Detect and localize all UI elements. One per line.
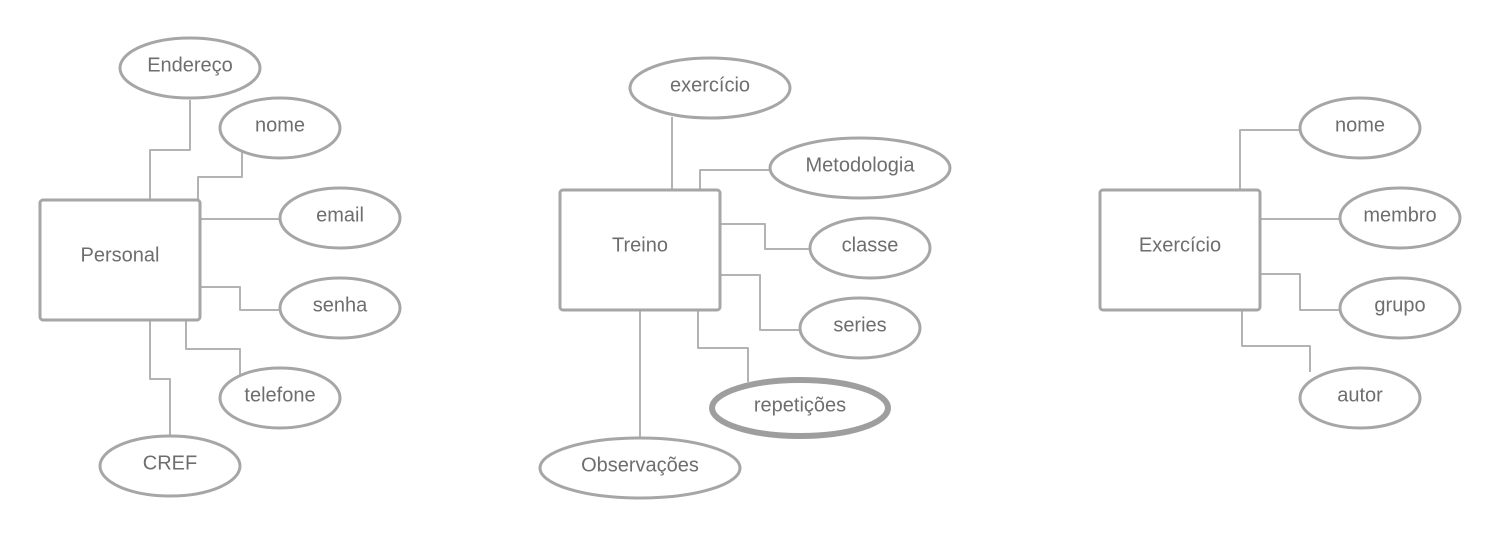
exercicio-connectors (1239, 129, 1340, 372)
attr-personal-email[interactable]: email (278, 186, 402, 250)
entity-treino-box (558, 188, 722, 312)
entity-personal-label: Personal (81, 244, 160, 266)
attr-personal-endereco-label: Endereço (147, 54, 233, 76)
attr-treino-metodologia-shape (768, 136, 952, 200)
attr-exercicio-nome[interactable]: nome (1298, 96, 1422, 160)
edge-treino-classe (720, 223, 812, 250)
attr-personal-senha[interactable]: senha (278, 276, 402, 340)
attr-exercicio-membro-shape (1338, 186, 1462, 250)
attr-treino-series-label: series (833, 314, 886, 336)
edge-personal-endereco (149, 100, 191, 200)
attr-treino-observacoes[interactable]: Observações (538, 436, 742, 500)
entity-treino-label: Treino (612, 234, 668, 256)
attr-treino-observacoes-label: Observações (581, 454, 699, 476)
attr-treino-repeticoes-shape (709, 377, 891, 439)
attr-exercicio-grupo[interactable]: grupo (1338, 276, 1462, 340)
attr-treino-repeticoes-label: repetições (754, 394, 846, 416)
attr-personal-cref-shape (98, 434, 242, 498)
entity-exercicio-box (1098, 188, 1262, 312)
attr-exercicio-membro-label: membro (1363, 204, 1436, 226)
edge-exercicio-nome (1239, 129, 1300, 190)
attr-treino-exercicio-shape (628, 56, 792, 120)
attr-personal-telefone[interactable]: telefone (218, 366, 342, 430)
attr-exercicio-autor[interactable]: autor (1298, 366, 1422, 430)
edge-personal-senha (200, 286, 280, 311)
attr-treino-classe[interactable]: classe (808, 216, 932, 280)
treino-connectors (639, 117, 812, 438)
attr-treino-series[interactable]: series (798, 296, 922, 360)
attr-personal-endereco[interactable]: Endereço (118, 36, 262, 100)
attr-exercicio-autor-shape (1298, 366, 1422, 430)
attr-treino-metodologia[interactable]: Metodologia (768, 136, 952, 200)
attr-exercicio-membro[interactable]: membro (1338, 186, 1462, 250)
entity-treino[interactable]: Treino (558, 188, 722, 312)
attr-personal-cref-label: CREF (143, 452, 197, 474)
attr-personal-nome-shape (218, 96, 342, 160)
attr-personal-email-shape (278, 186, 402, 250)
entity-personal-box (38, 198, 202, 322)
attr-personal-telefone-label: telefone (244, 384, 315, 406)
attr-treino-exercicio[interactable]: exercício (628, 56, 792, 120)
entity-exercicio-label: Exercício (1139, 234, 1221, 256)
attr-personal-senha-label: senha (313, 294, 368, 316)
edge-exercicio-grupo (1260, 273, 1340, 311)
attr-exercicio-autor-label: autor (1337, 384, 1383, 406)
attr-personal-email-label: email (316, 204, 364, 226)
attr-treino-repeticoes[interactable]: repetições (709, 377, 891, 439)
edge-treino-series (720, 274, 801, 331)
attr-personal-nome-label: nome (255, 114, 305, 136)
entity-personal[interactable]: Personal (38, 198, 202, 322)
attr-treino-exercicio-label: exercício (670, 74, 750, 96)
edge-personal-cref (149, 320, 171, 438)
edge-personal-telefone (185, 320, 241, 376)
attr-treino-series-shape (798, 296, 922, 360)
attr-treino-classe-label: classe (842, 234, 899, 256)
entity-exercicio[interactable]: Exercício (1098, 188, 1262, 312)
edge-exercicio-autor (1241, 310, 1311, 372)
attr-personal-telefone-shape (218, 366, 342, 430)
attr-personal-cref[interactable]: CREF (98, 434, 242, 498)
attr-treino-observacoes-shape (538, 436, 742, 500)
attr-treino-classe-shape (808, 216, 932, 280)
attr-personal-senha-shape (278, 276, 402, 340)
attr-exercicio-grupo-shape (1338, 276, 1462, 340)
attr-exercicio-nome-label: nome (1335, 114, 1385, 136)
attr-exercicio-nome-shape (1298, 96, 1422, 160)
personal-connectors (149, 100, 280, 438)
edge-treino-repeticoes (697, 310, 749, 382)
attr-treino-metodologia-label: Metodologia (806, 154, 916, 176)
attr-personal-endereco-shape (118, 36, 262, 100)
attr-exercicio-grupo-label: grupo (1374, 294, 1425, 316)
edge-treino-metodologia (699, 169, 770, 190)
attr-personal-nome[interactable]: nome (218, 96, 342, 160)
